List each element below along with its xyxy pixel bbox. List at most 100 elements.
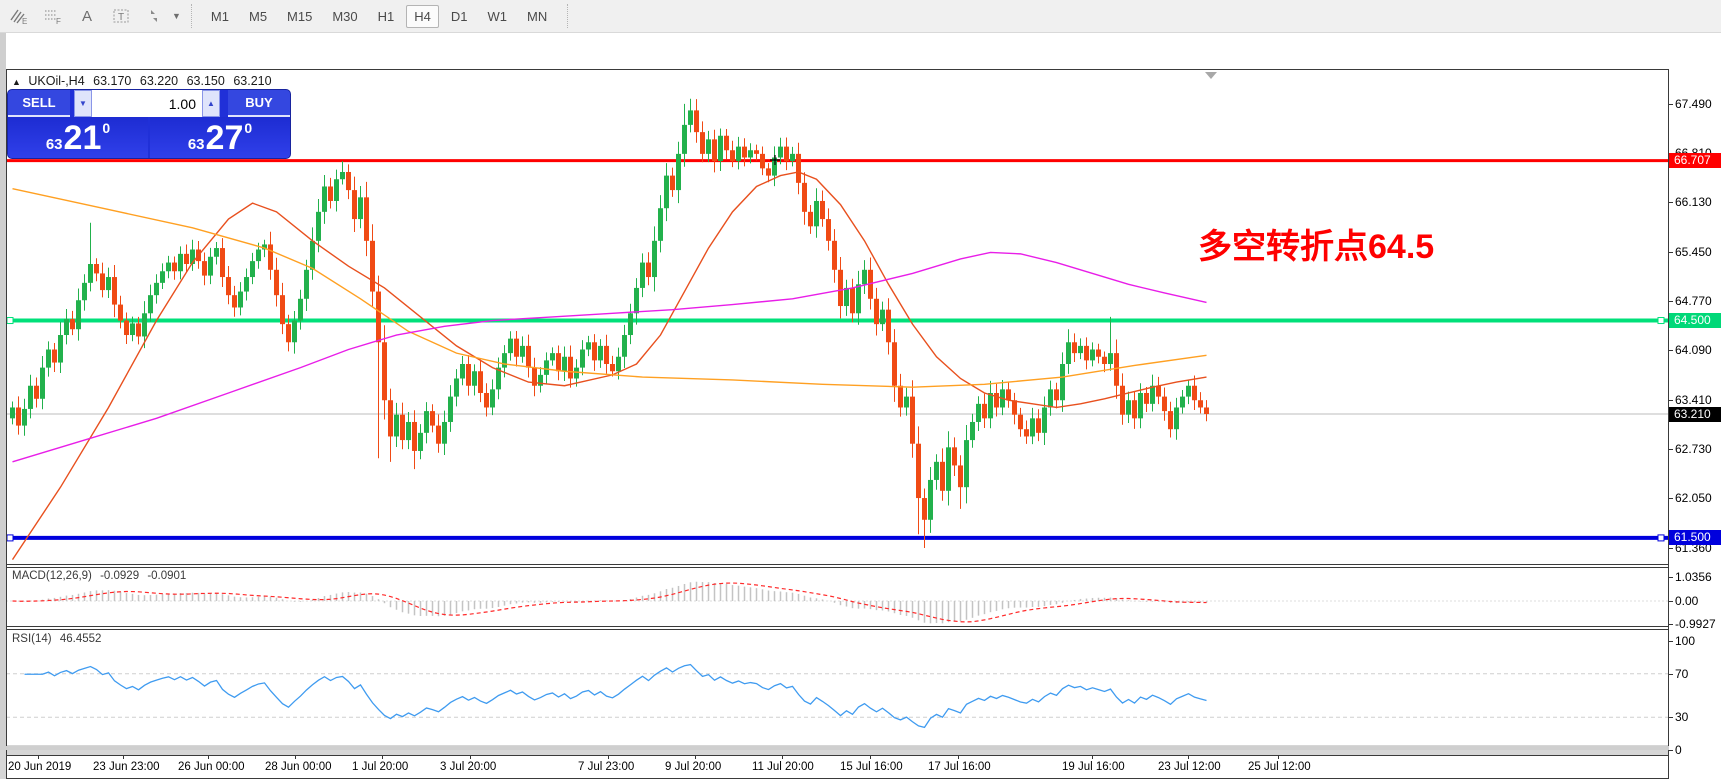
time-axis-tick [1278, 756, 1279, 759]
support-line-handle[interactable] [6, 534, 14, 542]
textbox-icon[interactable]: T [106, 4, 136, 28]
timeframe-button-M1[interactable]: M1 [203, 5, 237, 28]
time-axis-label: 17 Jul 16:00 [928, 761, 991, 773]
ask-sup-digit: 0 [244, 120, 253, 136]
price-axis-tick-label: 65.450 [1675, 244, 1712, 259]
chart-shift-marker[interactable] [1205, 72, 1217, 79]
grid-icon[interactable]: F [38, 4, 68, 28]
macd-axis-label: -0.9927 [1675, 617, 1716, 632]
time-axis-tick [958, 756, 959, 759]
rsi-indicator-panel[interactable] [6, 630, 1669, 755]
price-marker-66.707: 66.707 [1669, 153, 1721, 169]
bid-sup-digit: 0 [102, 120, 111, 136]
timeframe-button-MN[interactable]: MN [519, 5, 555, 28]
crosshair-marker [770, 155, 780, 165]
volume-input[interactable] [92, 90, 202, 117]
timeframe-button-H1[interactable]: H1 [370, 5, 403, 28]
buy-button[interactable]: BUY [228, 90, 290, 117]
pivot-line-handle[interactable] [6, 317, 14, 325]
svg-text:F: F [56, 17, 61, 25]
price-axis[interactable]: 67.49066.81066.13065.45064.77064.09063.4… [1669, 69, 1721, 779]
ma-mid-line[interactable] [12, 187, 1207, 388]
sell-button[interactable]: SELL [8, 90, 70, 117]
macd-axis-label: 0.00 [1675, 594, 1699, 608]
price-axis-tick-label: 64.770 [1675, 293, 1712, 308]
price-axis-tick [1669, 202, 1673, 204]
rsi-value: 46.4552 [59, 633, 102, 645]
ohlc-open: 63.170 [93, 74, 132, 88]
chart-annotation-text[interactable]: 多空转折点64.5 [1198, 228, 1435, 266]
time-axis-tick [1188, 756, 1189, 759]
macd-indicator-panel[interactable] [6, 568, 1669, 626]
time-axis-tick [608, 756, 609, 759]
macd-name: MACD(12,26,9) [12, 570, 92, 582]
timeframe-button-H4[interactable]: H4 [406, 4, 439, 28]
indicators-icon[interactable]: E [4, 4, 34, 28]
time-axis-label: 19 Jul 16:00 [1062, 761, 1125, 773]
price-axis-tick-label: 62.730 [1675, 441, 1712, 456]
ask-price-display[interactable]: 63 27 0 [150, 117, 290, 158]
ma-fast-line[interactable] [11, 171, 1207, 561]
time-axis-label: 7 Jul 23:00 [578, 761, 635, 773]
price-axis-tick-label: 66.130 [1675, 195, 1712, 210]
collapse-triangle-icon[interactable]: ▲ [12, 77, 21, 87]
volume-decrease-button[interactable]: ▼ [74, 90, 92, 117]
bid-big-digits: 21 [63, 118, 102, 157]
label-a-icon[interactable]: A [81, 7, 92, 25]
rsi-line [24, 663, 1207, 729]
candlestick-chart[interactable] [6, 70, 1669, 564]
ohlc-close: 63.210 [233, 74, 272, 88]
objects-arrows-icon[interactable] [140, 4, 170, 28]
timeframe-button-M5[interactable]: M5 [241, 5, 275, 28]
time-axis-tick [782, 756, 783, 759]
volume-increase-button[interactable]: ▲ [202, 90, 220, 117]
toolbar-separator [567, 4, 569, 28]
macd-label: MACD(12,26,9) -0.0929 -0.0901 [12, 570, 191, 582]
macd-signal-line [12, 582, 1207, 623]
support-line-handle[interactable] [1657, 534, 1665, 542]
window-frame [0, 33, 6, 750]
price-axis-tick-label: 62.050 [1675, 491, 1712, 506]
one-click-trade-panel: SELL ▼ ▲ BUY 63 21 0 63 27 0 [8, 90, 290, 158]
time-axis-label: 28 Jun 00:00 [265, 761, 332, 773]
window-frame [0, 746, 1721, 750]
price-axis-tick-label: 64.090 [1675, 343, 1712, 358]
time-axis-tick [382, 756, 383, 759]
price-axis-tick-label: 63.410 [1675, 392, 1712, 407]
bid-price-display[interactable]: 63 21 0 [8, 117, 148, 158]
ohlc-high: 63.220 [139, 74, 179, 88]
price-axis-tick [1669, 300, 1673, 302]
rsi-axis-label: 70 [1675, 666, 1689, 681]
ask-prefix: 63 [187, 136, 205, 153]
ma-slow-line[interactable] [12, 251, 1207, 463]
time-axis-label: 26 Jun 00:00 [178, 761, 245, 773]
timeframe-button-W1[interactable]: W1 [480, 5, 516, 28]
candles [10, 98, 1209, 549]
time-axis-tick [123, 756, 124, 759]
toolbar-separator [190, 4, 193, 28]
pivot-line-handle[interactable] [1657, 317, 1665, 325]
rsi-axis-label: 30 [1675, 710, 1689, 725]
time-axis-label: 15 Jul 16:00 [840, 761, 903, 773]
timeframe-button-M15[interactable]: M15 [279, 5, 320, 28]
time-axis-label: 25 Jul 12:00 [1248, 761, 1311, 773]
time-axis[interactable]: 20 Jun 2019 23 Jun 23:00 26 Jun 00:00 28 Ju… [6, 756, 1668, 778]
macd-signal-value: -0.0901 [147, 570, 187, 582]
price-marker-63.210: 63.210 [1669, 406, 1721, 422]
price-axis-tick [1669, 103, 1673, 105]
timeframe-button-D1[interactable]: D1 [443, 5, 476, 28]
price-axis-tick [1669, 548, 1673, 550]
time-axis-label: 20 Jun 2019 [8, 761, 72, 773]
timeframe-button-M30[interactable]: M30 [324, 5, 365, 28]
price-marker-61.500: 61.500 [1669, 530, 1721, 546]
time-axis-tick [695, 756, 696, 759]
time-axis-label: 9 Jul 20:00 [665, 761, 722, 773]
dropdown-caret-icon[interactable]: ▼ [172, 11, 181, 21]
price-axis-tick [1669, 448, 1673, 450]
rsi-axis-label: 100 [1675, 634, 1696, 648]
toolbar: E F A T ▼ M1 M5 M15 M30 H1 H4 D1 W1 MN [0, 0, 1721, 33]
price-marker-64.500: 64.500 [1669, 313, 1721, 329]
rsi-name: RSI(14) [12, 633, 52, 645]
timeframe-group: M1 M5 M15 M30 H1 H4 D1 W1 MN [201, 4, 557, 28]
macd-axis-label: 1.0356 [1675, 569, 1712, 584]
